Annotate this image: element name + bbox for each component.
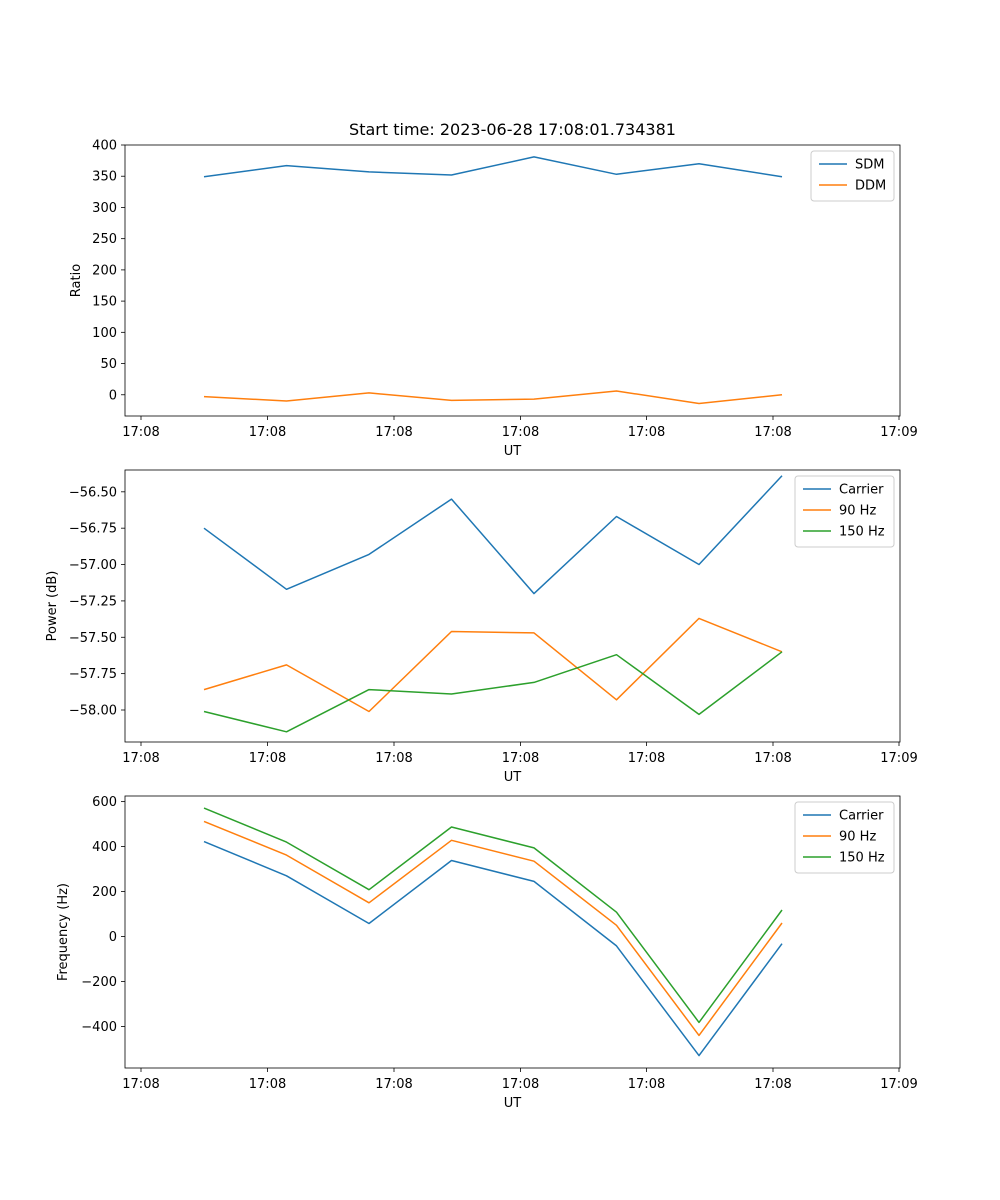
plot-frame xyxy=(124,469,901,743)
legend-box xyxy=(794,801,895,874)
x-tick-label: 17:08 xyxy=(628,751,665,766)
y-axis-label: Frequency (Hz) xyxy=(56,883,71,981)
legend: SDM DDM xyxy=(810,150,895,202)
x-tick-label: 17:08 xyxy=(628,425,665,440)
x-tick-label: 17:09 xyxy=(880,1077,917,1092)
x-tick-label: 17:09 xyxy=(880,751,917,766)
x-tick-label: 17:08 xyxy=(122,1077,159,1092)
x-axis-label: UT xyxy=(504,444,522,459)
series-line-carrier xyxy=(203,840,783,1057)
legend-label: 90 Hz xyxy=(839,504,876,519)
x-tick-label: 17:08 xyxy=(249,1077,286,1092)
legend-label: DDM xyxy=(855,179,886,194)
y-tick-label: −400 xyxy=(81,1020,117,1035)
legend-label: 150 Hz xyxy=(839,851,885,866)
y-tick-label: 100 xyxy=(92,326,117,341)
y-axis-label: Ratio xyxy=(69,264,84,297)
series-line-90-hz xyxy=(203,820,783,1037)
x-tick-label: 17:08 xyxy=(122,751,159,766)
plot-frame xyxy=(124,144,901,417)
legend: Carrier 90 Hz 150 Hz xyxy=(794,475,895,548)
series-line-carrier xyxy=(203,475,783,595)
x-tick-label: 17:08 xyxy=(249,425,286,440)
y-tick-label: −58.00 xyxy=(69,704,117,719)
y-axis-label: Power (dB) xyxy=(45,571,60,642)
y-tick-label: −57.00 xyxy=(69,558,117,573)
series-line-150-hz xyxy=(203,807,783,1024)
x-axis-label: UT xyxy=(504,770,522,785)
series-line-ddm xyxy=(203,390,783,405)
x-tick-label: 17:08 xyxy=(754,425,791,440)
x-axis-label: UT xyxy=(504,1096,522,1111)
y-tick-label: 0 xyxy=(109,930,117,945)
plot-frame xyxy=(124,795,901,1069)
y-tick-label: −57.25 xyxy=(69,594,117,609)
legend-label: 150 Hz xyxy=(839,525,885,540)
panel-2: 17:08 17:08 17:08 17:08 17:08 17:08 17:09 −58.0… xyxy=(45,469,918,785)
y-tick-label: −56.75 xyxy=(69,522,117,537)
legend: Carrier 90 Hz 150 Hz xyxy=(794,801,895,874)
legend-label: Carrier xyxy=(839,483,884,498)
x-tick-label: 17:08 xyxy=(375,1077,412,1092)
y-tick-label: 400 xyxy=(92,139,117,154)
y-tick-label: 150 xyxy=(92,295,117,310)
chart-title: Start time: 2023-06-28 17:08:01.734381 xyxy=(349,120,676,139)
y-tick-label: 50 xyxy=(100,357,117,372)
series-line-90-hz xyxy=(203,617,783,713)
y-tick-label: −57.50 xyxy=(69,631,117,646)
y-tick-label: −200 xyxy=(81,975,117,990)
x-tick-label: 17:08 xyxy=(754,1077,791,1092)
x-tick-label: 17:08 xyxy=(502,1077,539,1092)
legend-label: Carrier xyxy=(839,809,884,824)
y-tick-label: 0 xyxy=(109,388,117,403)
series-line-150-hz xyxy=(203,651,783,733)
x-tick-label: 17:08 xyxy=(754,751,791,766)
y-tick-label: 250 xyxy=(92,232,117,247)
x-tick-label: 17:08 xyxy=(502,425,539,440)
series-line-sdm xyxy=(203,156,783,178)
y-tick-label: 200 xyxy=(92,885,117,900)
y-tick-label: −57.75 xyxy=(69,667,117,682)
legend-box xyxy=(794,475,895,548)
y-tick-label: 350 xyxy=(92,170,117,185)
panel-1: Start time: 2023-06-28 17:08:01.734381 17… xyxy=(69,120,918,459)
legend-label: SDM xyxy=(855,158,884,173)
y-tick-label: 300 xyxy=(92,201,117,216)
x-tick-label: 17:08 xyxy=(502,751,539,766)
y-tick-label: 200 xyxy=(92,263,117,278)
x-tick-label: 17:08 xyxy=(122,425,159,440)
y-tick-label: 400 xyxy=(92,840,117,855)
x-tick-label: 17:08 xyxy=(375,425,412,440)
panel-3: 17:08 17:08 17:08 17:08 17:08 17:08 17:09 −400 −… xyxy=(56,795,918,1111)
x-tick-label: 17:08 xyxy=(375,751,412,766)
x-tick-label: 17:09 xyxy=(880,425,917,440)
y-tick-label: 600 xyxy=(92,795,117,810)
legend-label: 90 Hz xyxy=(839,830,876,845)
y-tick-label: −56.50 xyxy=(69,485,117,500)
x-tick-label: 17:08 xyxy=(249,751,286,766)
x-tick-label: 17:08 xyxy=(628,1077,665,1092)
